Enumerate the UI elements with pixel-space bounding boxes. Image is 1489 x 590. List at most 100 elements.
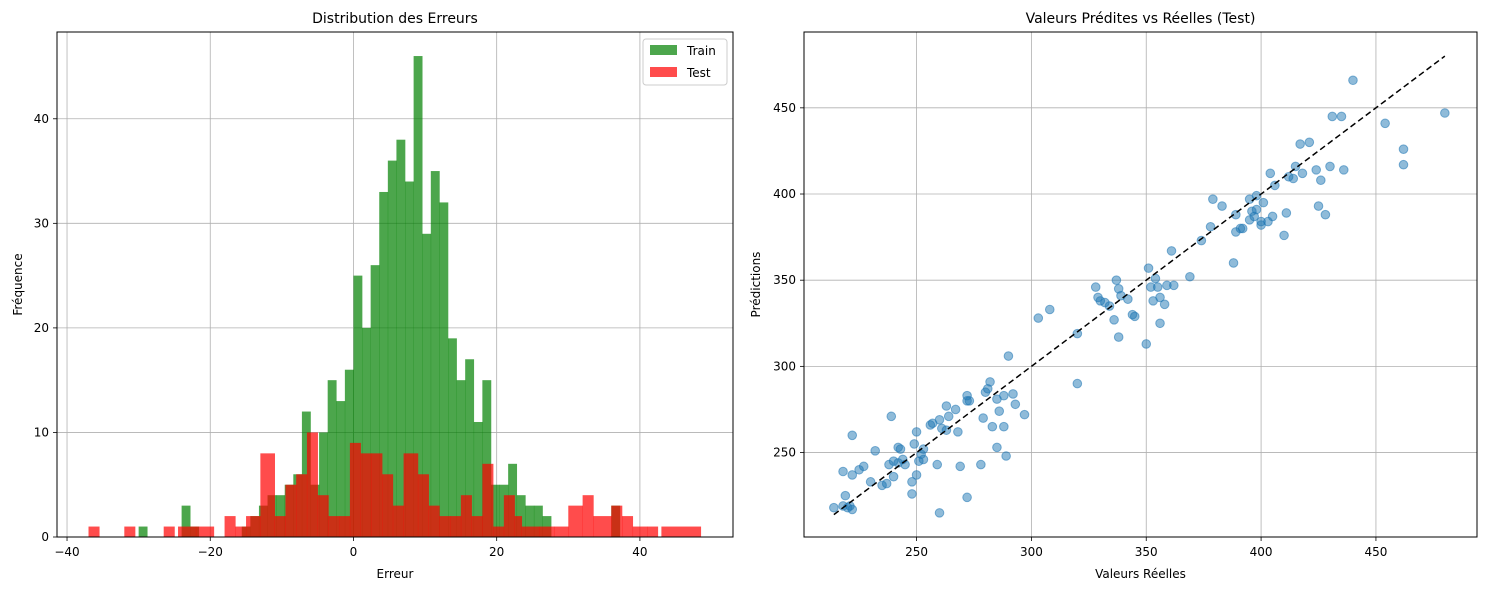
- scatter-point: [870, 446, 881, 456]
- test-bar: [260, 453, 275, 537]
- test-bar: [568, 505, 583, 537]
- scatter-point: [1155, 318, 1165, 329]
- train-bar: [387, 160, 397, 537]
- scatter-point: [840, 490, 851, 501]
- test-bars: [88, 432, 702, 537]
- legend-label-test: Test: [686, 66, 711, 80]
- scatter-point: [1251, 204, 1262, 215]
- scatter-point: [1072, 328, 1083, 339]
- scatter-y-ticks: 250 300 350 400 450: [773, 101, 804, 460]
- y-tick-label: 30: [34, 216, 49, 230]
- scatter-point: [1311, 165, 1322, 175]
- scatter-point: [1237, 223, 1248, 234]
- train-bar: [456, 380, 466, 537]
- train-bar: [344, 369, 354, 537]
- test-bar: [317, 495, 329, 537]
- train-bar: [138, 526, 148, 537]
- scatter-point: [1001, 451, 1011, 461]
- x-tick-label: 20: [489, 545, 504, 559]
- scatter-point: [1380, 118, 1390, 129]
- scatter-point: [964, 396, 975, 406]
- test-bar: [349, 442, 361, 537]
- test-bar: [88, 526, 100, 537]
- scatter-point: [1166, 246, 1177, 256]
- identity-reference-line: [833, 55, 1446, 516]
- scatter-point: [886, 411, 897, 422]
- test-bar: [514, 516, 523, 537]
- scatter-point: [1109, 315, 1119, 325]
- x-tick-label: −20: [198, 545, 223, 559]
- test-bar: [328, 516, 340, 537]
- scatter-point: [1113, 332, 1124, 342]
- scatter-point: [1129, 311, 1140, 322]
- test-bar: [403, 453, 419, 537]
- test-bar: [450, 516, 462, 537]
- scatter-point: [1316, 175, 1326, 186]
- scatter-point: [999, 421, 1009, 432]
- scatter-point: [1196, 235, 1207, 246]
- test-bar: [371, 453, 383, 537]
- scatter-point: [1155, 292, 1165, 303]
- test-bar: [195, 526, 215, 537]
- scatter-point: [1217, 201, 1227, 211]
- scatter-point: [1338, 165, 1349, 175]
- test-bar: [460, 495, 472, 537]
- scatter-point: [955, 461, 965, 472]
- x-tick-label: 400: [1250, 545, 1273, 559]
- legend-swatch-test: [650, 67, 677, 77]
- test-bar: [593, 516, 612, 537]
- scatter-y-label: Prédictions: [749, 252, 763, 318]
- histogram-y-label: Fréquence: [11, 253, 25, 315]
- x-tick-label: 250: [905, 545, 928, 559]
- scatter-point: [932, 459, 943, 470]
- train-bar: [353, 275, 363, 537]
- train-bar: [473, 421, 483, 537]
- histogram-legend: Train Test: [642, 38, 728, 86]
- train-bar: [379, 191, 389, 538]
- scatter-point: [918, 454, 929, 465]
- train-bar: [405, 181, 414, 537]
- scatter-point: [1185, 271, 1195, 282]
- test-bar: [503, 495, 515, 537]
- scatter-x-ticks: 250 300 350 400 450: [905, 537, 1387, 559]
- scatter-point: [962, 492, 972, 503]
- scatter-point: [987, 421, 998, 432]
- scatter-point: [847, 504, 858, 515]
- x-tick-label: −40: [54, 545, 79, 559]
- scatter-point: [1297, 168, 1308, 179]
- test-bar: [124, 526, 136, 537]
- scatter-point: [907, 489, 917, 499]
- scatter-point: [1258, 197, 1269, 208]
- scatter-point: [1325, 161, 1335, 172]
- scatter-point: [999, 390, 1009, 401]
- scatter-point: [1072, 378, 1083, 389]
- scatter-point: [865, 477, 876, 487]
- x-tick-label: 350: [1135, 545, 1158, 559]
- train-bar: [525, 505, 535, 537]
- test-bar: [553, 526, 569, 537]
- histogram-x-ticks: −40 −20 0 20 40: [54, 537, 648, 559]
- scatter-point: [1281, 208, 1292, 218]
- scatter-point: [950, 404, 961, 415]
- histogram-panel: −40 −20 0 20 40 0 10 20 30 40 Distribution des E…: [11, 11, 734, 581]
- scatter-point: [1111, 275, 1122, 285]
- scatter-point: [1228, 258, 1239, 268]
- train-bar: [276, 495, 286, 537]
- scatter-point: [1336, 111, 1347, 122]
- train-bar: [533, 505, 543, 537]
- scatter-point: [941, 401, 952, 411]
- histogram-x-label: Erreur: [377, 567, 414, 581]
- histogram-axes-frame: [56, 31, 734, 538]
- scatter-point: [1288, 173, 1299, 184]
- scatter-point: [847, 430, 858, 441]
- x-tick-label: 0: [350, 545, 358, 559]
- scatter-point: [1008, 389, 1018, 399]
- scatter-point: [1270, 180, 1280, 191]
- train-bar: [439, 202, 449, 537]
- train-bar: [516, 495, 526, 537]
- y-tick-label: 40: [34, 112, 49, 126]
- test-bar: [632, 526, 648, 537]
- test-bar: [439, 516, 451, 537]
- legend-label-train: Train: [686, 44, 716, 58]
